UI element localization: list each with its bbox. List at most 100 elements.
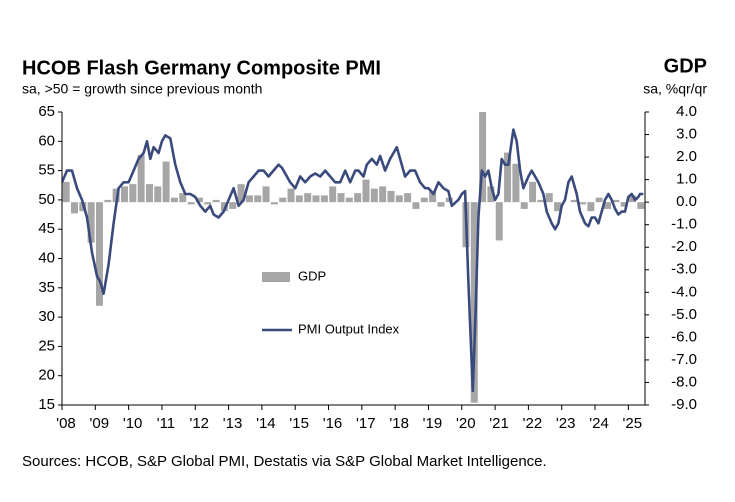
x-tick-label: '14 [256, 415, 276, 432]
x-tick-label: '16 [323, 415, 343, 432]
gdp-bar [329, 186, 337, 203]
gdp-bar [570, 199, 578, 203]
gdp-bar [195, 197, 203, 203]
gdp-bar [162, 161, 170, 203]
gdp-bar [595, 197, 603, 203]
gdp-bar [387, 190, 395, 203]
y-tick-label: 35 [38, 279, 55, 296]
y2-tick-label: 2.0 [676, 148, 697, 165]
gdp-bar [512, 163, 520, 203]
y2-tick-label: 4.0 [676, 103, 697, 120]
x-tick-label: '21 [489, 415, 509, 432]
x-tick-label: '25 [623, 415, 643, 432]
y-tick-label: 65 [38, 103, 55, 120]
gdp-bar [612, 199, 620, 203]
x-tick-label: '10 [123, 415, 143, 432]
y2-tick-label: -9.0 [671, 396, 697, 413]
gdp-bar [604, 202, 612, 209]
gdp-bar [395, 195, 403, 203]
x-tick-label: '20 [456, 415, 476, 432]
gdp-bar [104, 199, 112, 203]
gdp-bar [620, 202, 628, 207]
gdp-bar [179, 193, 187, 203]
y2-tick-label: -4.0 [671, 283, 697, 300]
y2-subtitle: sa, %qr/qr [643, 81, 707, 97]
gdp-bar [270, 202, 278, 205]
gdp-bar [362, 179, 370, 203]
gdp-bar [354, 193, 362, 203]
x-tick-label: '17 [356, 415, 376, 432]
gdp-bar [379, 186, 387, 203]
y-tick-label: 60 [38, 132, 55, 149]
x-tick-label: '12 [189, 415, 209, 432]
gdp-bar [245, 195, 253, 203]
gdp-bar [279, 197, 287, 203]
y-tick-label: 55 [38, 162, 55, 179]
x-tick-label: '11 [157, 415, 175, 432]
gdp-bar [337, 193, 345, 203]
gdp-bar [420, 197, 428, 203]
x-tick-label: '08 [56, 415, 76, 432]
gdp-bar [429, 190, 437, 203]
gdp-bar [112, 188, 120, 203]
y2-tick-label: -6.0 [671, 328, 697, 345]
gdp-bar [587, 202, 595, 212]
y2-tick-label: -3.0 [671, 261, 697, 278]
gdp-bar [470, 202, 478, 403]
gdp-bar [487, 186, 495, 203]
legend-label: GDP [298, 268, 326, 283]
gdp-bar [437, 202, 445, 207]
chart-subtitle: sa, >50 = growth since previous month [22, 81, 262, 97]
gdp-bar [262, 186, 270, 203]
gdp-bar [304, 193, 312, 203]
x-tick-label: '22 [523, 415, 543, 432]
y-tick-label: 25 [38, 337, 55, 354]
gdp-bar [495, 202, 503, 241]
y2-tick-label: -8.0 [671, 373, 697, 390]
y2-tick-label: -2.0 [671, 238, 697, 255]
x-tick-label: '24 [589, 415, 609, 432]
gdp-bar [287, 188, 295, 203]
x-tick-label: '13 [223, 415, 243, 432]
gdp-bar [295, 195, 303, 203]
gdp-bar [187, 202, 195, 205]
x-tick-label: '23 [556, 415, 576, 432]
gdp-bar [170, 197, 178, 203]
chart-title: HCOB Flash Germany Composite PMI [22, 57, 381, 79]
y-tick-label: 45 [38, 220, 55, 237]
gdp-bar [154, 186, 162, 203]
gdp-bar [504, 152, 512, 203]
gdp-bar [70, 202, 78, 214]
plot-area [62, 112, 645, 403]
gdp-bar [212, 199, 220, 203]
y2-tick-label: -5.0 [671, 306, 697, 323]
x-tick-label: '19 [423, 415, 443, 432]
gdp-bar [137, 154, 145, 203]
x-tick-label: '15 [289, 415, 309, 432]
y-tick-label: 15 [38, 396, 55, 413]
gdp-bar [145, 184, 153, 203]
gdp-bar [312, 195, 320, 203]
x-tick-label: '09 [90, 415, 110, 432]
gdp-bar [637, 202, 645, 209]
gdp-bar [404, 193, 412, 203]
gdp-bar [129, 184, 137, 203]
x-tick-label: '18 [389, 415, 409, 432]
gdp-bar [629, 195, 637, 203]
y2-tick-label: 0.0 [676, 193, 697, 210]
gdp-bar [62, 181, 70, 203]
gdp-bar [95, 202, 103, 306]
y2-tick-label: -7.0 [671, 351, 697, 368]
gdp-bar [554, 202, 562, 212]
gdp-bar [345, 197, 353, 203]
legend-label: PMI Output Index [298, 321, 400, 336]
gdp-bar [237, 184, 245, 203]
pmi-line [62, 128, 644, 393]
y-tick-label: 20 [38, 367, 55, 384]
gdp-bar [120, 186, 128, 203]
y2-tick-label: -1.0 [671, 216, 697, 233]
gdp-bar [579, 202, 587, 205]
y-tick-label: 40 [38, 249, 55, 266]
gdp-bar [520, 202, 528, 209]
